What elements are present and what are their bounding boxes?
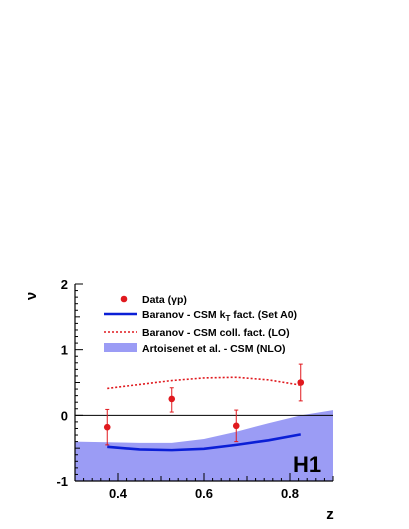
legend: Data (γp) Baranov - CSM kT fact. (Set A0)… bbox=[104, 294, 297, 355]
y-tick-label: 2 bbox=[61, 277, 68, 292]
legend-coll-label: Baranov - CSM coll. fact. (LO) bbox=[142, 327, 290, 339]
data-marker bbox=[168, 395, 176, 403]
data-marker bbox=[297, 379, 305, 386]
x-tick-label: 0.8 bbox=[281, 486, 299, 501]
y-tick-label: 0 bbox=[61, 408, 68, 423]
plot-area bbox=[75, 363, 333, 481]
legend-band-label: Artoisenet et al. - CSM (NLO) bbox=[142, 343, 286, 355]
x-tick-label: 0.6 bbox=[195, 486, 213, 501]
x-axis-title: z bbox=[326, 506, 334, 523]
y-axis-title: ν bbox=[23, 292, 40, 300]
h1-logo: H1 bbox=[293, 452, 321, 477]
legend-data-label: Data (γp) bbox=[142, 294, 187, 306]
legend-kt-label: Baranov - CSM kT fact. (Set A0) bbox=[142, 309, 297, 323]
legend-band-swatch bbox=[104, 343, 137, 352]
y-tick-label: -1 bbox=[56, 474, 68, 489]
nlo-band bbox=[75, 410, 333, 481]
coll-fact-lo-line bbox=[107, 376, 301, 390]
data-marker bbox=[232, 422, 240, 430]
data-point bbox=[297, 363, 305, 402]
kt-fact-line bbox=[107, 433, 301, 452]
legend-data-marker bbox=[120, 295, 128, 303]
axes: -1 0 1 2 0.4 0.6 0.8 z ν bbox=[23, 277, 334, 523]
data-marker bbox=[103, 423, 111, 431]
y-tick-label: 1 bbox=[61, 343, 68, 358]
data-point bbox=[103, 408, 111, 446]
data-point bbox=[232, 409, 240, 443]
data-point bbox=[168, 387, 176, 413]
x-tick-label: 0.4 bbox=[109, 486, 128, 501]
